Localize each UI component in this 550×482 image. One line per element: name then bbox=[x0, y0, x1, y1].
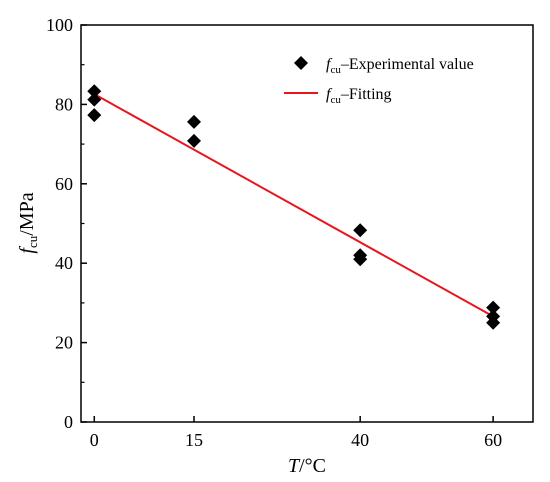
x-tick-label: 40 bbox=[351, 430, 369, 450]
y-axis-ticks: 0 20 40 60 80 100 bbox=[46, 15, 87, 432]
x-tick-label: 60 bbox=[484, 430, 502, 450]
legend: fcu–Experimental value fcu–Fitting bbox=[284, 56, 474, 106]
legend-diamond-marker bbox=[294, 56, 308, 70]
legend-experimental-sub: cu bbox=[330, 64, 341, 76]
legend-experimental-main: f bbox=[326, 56, 333, 73]
data-point-diamond bbox=[486, 300, 501, 315]
y-axis-title-rest: /MPa bbox=[16, 192, 38, 235]
y-axis-title: fcu/MPa bbox=[16, 192, 40, 253]
legend-label-experimental: fcu–Experimental value bbox=[326, 56, 474, 76]
x-tick-label: 15 bbox=[185, 430, 203, 450]
y-tick-label: 40 bbox=[55, 253, 73, 273]
y-tick-label: 100 bbox=[46, 15, 73, 35]
data-point-diamond bbox=[353, 223, 368, 238]
data-point-diamond bbox=[187, 133, 201, 148]
data-point-diamond bbox=[87, 108, 102, 123]
x-axis-title: T/°C bbox=[288, 455, 326, 477]
y-tick-label: 0 bbox=[64, 412, 73, 432]
x-tick-label: 0 bbox=[90, 430, 99, 450]
data-point-diamond bbox=[486, 315, 501, 330]
legend-fitting-rest: –Fitting bbox=[340, 86, 392, 103]
experimental-markers-layer bbox=[87, 84, 501, 330]
y-tick-label: 60 bbox=[55, 174, 73, 194]
legend-experimental-rest: –Experimental value bbox=[340, 56, 474, 73]
data-point-diamond bbox=[87, 92, 102, 107]
legend-fitting-sub: cu bbox=[330, 94, 341, 106]
legend-label-fitting: fcu–Fitting bbox=[326, 86, 392, 106]
fitting-line-layer bbox=[93, 93, 494, 318]
data-point-diamond bbox=[187, 114, 201, 129]
y-tick-label: 20 bbox=[55, 333, 73, 353]
y-tick-label: 80 bbox=[55, 94, 73, 114]
x-axis-title-main: T bbox=[288, 455, 301, 477]
fitting-line bbox=[93, 93, 494, 318]
data-point-diamond bbox=[353, 252, 368, 267]
data-point-diamond bbox=[87, 84, 102, 99]
legend-fitting-main: f bbox=[326, 86, 333, 103]
x-axis-ticks: 0 15 40 60 bbox=[90, 416, 502, 450]
y-axis-title-main: f bbox=[16, 246, 38, 254]
y-axis-title-sub: cu bbox=[25, 235, 40, 248]
plot-frame bbox=[80, 24, 534, 423]
x-axis-title-rest: /°C bbox=[299, 455, 326, 477]
